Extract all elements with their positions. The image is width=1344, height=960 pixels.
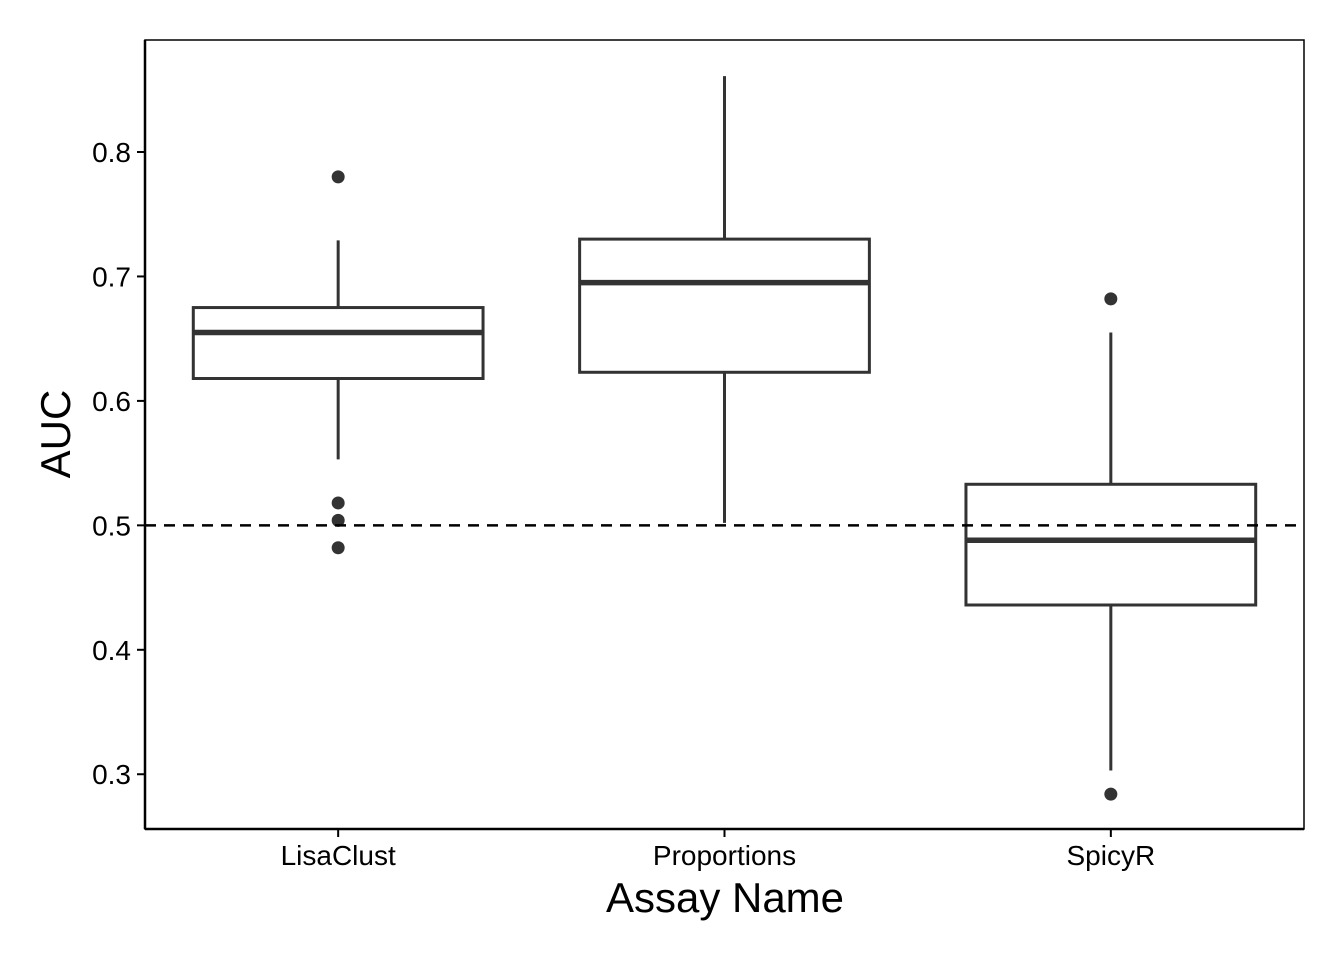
iqr-box [578,237,871,374]
outlier-point [331,513,345,527]
y-tick-label: 0.6 [92,386,131,417]
outlier-point [331,496,345,510]
chart-marks [145,76,1304,801]
box-group-proportions [578,76,871,523]
outlier-point [1104,787,1118,801]
x-tick-label: SpicyR [1066,840,1155,871]
axis-ticks: 0.3 0.4 0.5 0.6 0.7 0.8 LisaClust Proportions Sp… [92,137,1155,871]
x-tick-label: LisaClust [281,840,396,871]
box-group-lisaclust [191,170,485,555]
y-tick-label: 0.5 [92,510,131,541]
y-tick-label: 0.3 [92,759,131,790]
iqr-box [191,306,485,380]
outlier-point [331,541,345,555]
outlier-point [1104,292,1118,306]
y-axis-title: AUC [32,390,79,479]
y-tick-label: 0.8 [92,137,131,168]
iqr-box [964,482,1258,607]
outlier-point [331,170,345,184]
y-tick-label: 0.7 [92,261,131,292]
y-tick-label: 0.4 [92,635,131,666]
box-group-spicyr [964,292,1258,801]
x-tick-label: Proportions [653,840,796,871]
x-axis-title: Assay Name [606,874,844,921]
